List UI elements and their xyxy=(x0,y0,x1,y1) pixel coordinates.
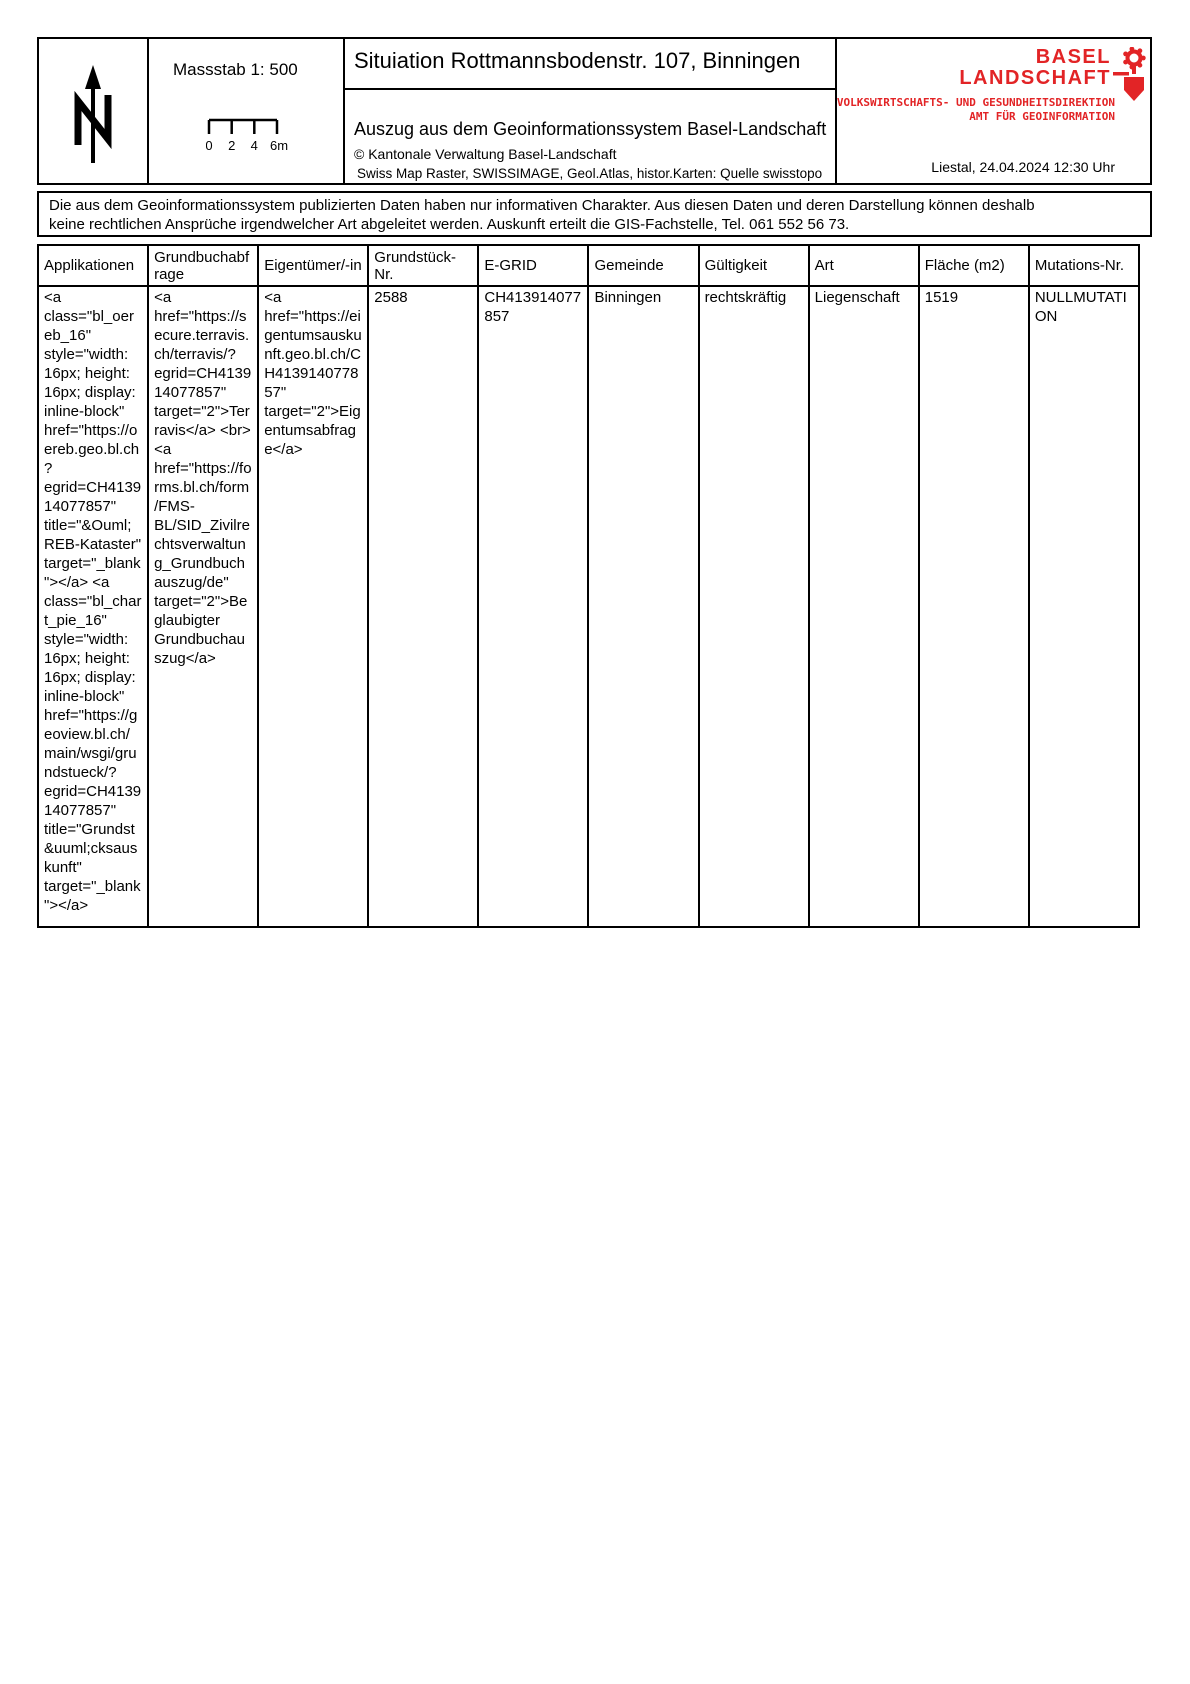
scale-tick-4: 4 xyxy=(251,138,258,153)
column-header-e-grid: E-GRID xyxy=(477,244,590,287)
column-header-mutations-nr: Mutations-Nr. xyxy=(1027,244,1141,287)
cell-art: Liegenschaft xyxy=(807,285,920,928)
column-header-art: Art xyxy=(807,244,920,287)
header-box: Massstab 1: 500 0 2 4 6m Situiation Rott… xyxy=(37,37,1152,185)
column-header-grundbuchabfrage: Grundbuchabfrage xyxy=(147,244,260,287)
logo-panel: BASEL LANDSCHAFT xyxy=(837,39,1150,183)
cell-eigentuemer: <a href="https://eigentumsauskunft.geo.b… xyxy=(257,285,370,928)
column-header-gemeinde: Gemeinde xyxy=(587,244,700,287)
table-header-row: Applikationen Grundbuchabfrage Eigentüme… xyxy=(36,244,1141,287)
disclaimer-line-1: Die aus dem Geoinformationssystem publiz… xyxy=(49,197,1035,214)
page-subtitle: Auszug aus dem Geoinformationssystem Bas… xyxy=(354,119,827,139)
cell-mutations-nr: NULLMUTATION xyxy=(1027,285,1141,928)
north-arrow-panel xyxy=(39,39,149,183)
column-header-flaeche: Fläche (m2) xyxy=(917,244,1030,287)
title-panel: Situiation Rottmannsbodenstr. 107, Binni… xyxy=(345,39,837,183)
scale-panel: Massstab 1: 500 0 2 4 6m xyxy=(149,39,345,183)
brand-wordmark: BASEL LANDSCHAFT xyxy=(959,47,1111,89)
cell-applikationen: <a class="bl_oereb_16" style="width: 16p… xyxy=(36,285,150,928)
date-line: Liestal, 24.04.2024 12:30 Uhr xyxy=(931,159,1115,175)
coat-of-arms-icon xyxy=(1113,47,1146,101)
column-header-applikationen: Applikationen xyxy=(36,244,150,287)
title-divider xyxy=(345,88,835,90)
department-lines: VOLKSWIRTSCHAFTS- UND GESUNDHEITSDIREKTI… xyxy=(837,96,1115,124)
scale-tick-2: 2 xyxy=(228,138,235,153)
department-line-2: AMT FÜR GEOINFORMATION xyxy=(969,110,1115,123)
cell-flaeche: 1519 xyxy=(917,285,1030,928)
cell-gemeinde: Binningen xyxy=(587,285,700,928)
sources-line: Swiss Map Raster, SWISSIMAGE, Geol.Atlas… xyxy=(357,166,823,181)
scale-label: Massstab 1: 500 xyxy=(173,60,298,79)
basel-landschaft-logo: BASEL LANDSCHAFT xyxy=(959,47,1147,109)
page-title: Situiation Rottmannsbodenstr. 107, Binni… xyxy=(354,48,801,73)
copyright-line: © Kantonale Verwaltung Basel-Landschaft xyxy=(354,146,617,162)
disclaimer-line-2: keine rechtlichen Ansprüche irgendwelche… xyxy=(49,216,850,233)
cell-e-grid: CH413914077857 xyxy=(477,285,590,928)
column-header-grundstueck-nr: Grundstück-Nr. xyxy=(367,244,480,287)
scale-tick-0: 0 xyxy=(206,138,213,153)
table-row: <a class="bl_oereb_16" style="width: 16p… xyxy=(36,285,1141,928)
department-line-1: VOLKSWIRTSCHAFTS- UND GESUNDHEITSDIREKTI… xyxy=(836,96,1115,109)
column-header-eigentuemer: Eigentümer/-in xyxy=(257,244,370,287)
scale-tick-6m: 6m xyxy=(270,138,288,153)
brand-line-2: LANDSCHAFT xyxy=(959,67,1111,89)
column-header-gueltigkeit: Gültigkeit xyxy=(697,244,810,287)
cell-grundbuchabfrage: <a href="https://secure.terravis.ch/terr… xyxy=(147,285,260,928)
scale-bar: 0 2 4 6m xyxy=(206,118,288,153)
cell-grundstueck-nr: 2588 xyxy=(367,285,480,928)
disclaimer-box: Die aus dem Geoinformationssystem publiz… xyxy=(37,191,1152,237)
brand-line-1: BASEL xyxy=(1035,46,1111,68)
north-arrow-icon xyxy=(74,65,112,163)
cell-gueltigkeit: rechtskräftig xyxy=(697,285,810,928)
parcel-table: Applikationen Grundbuchabfrage Eigentüme… xyxy=(36,244,1141,928)
